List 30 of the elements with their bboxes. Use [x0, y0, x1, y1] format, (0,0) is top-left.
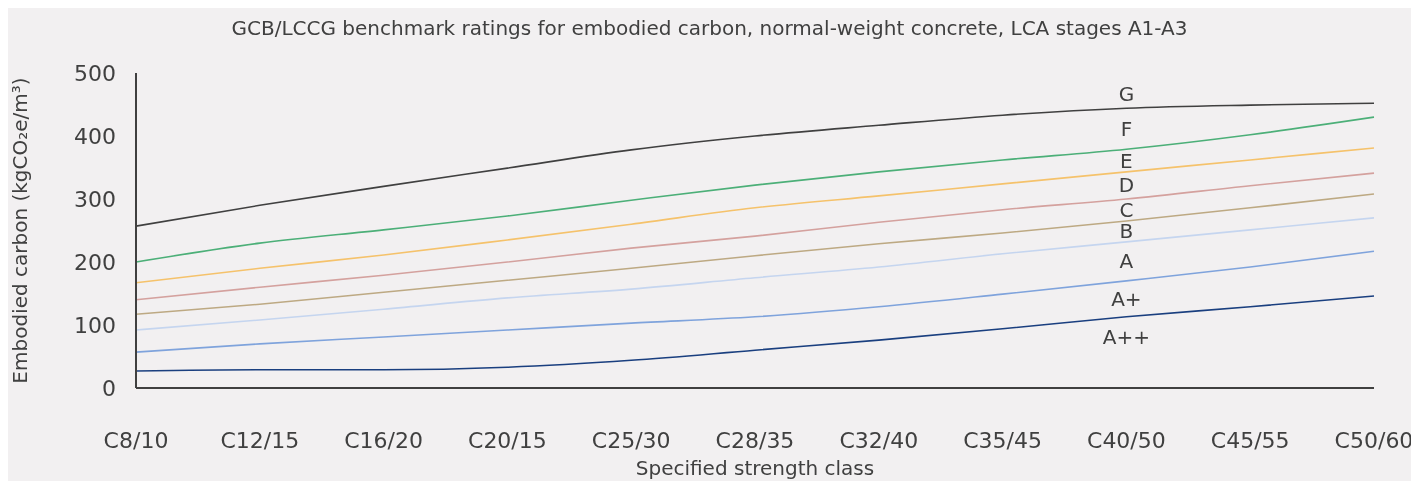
- x-axis-title: Specified strength class: [635, 456, 875, 480]
- x-tick-label: C32/40: [839, 427, 919, 453]
- x-tick-label: C45/55: [1210, 427, 1290, 453]
- x-tick-label: C25/30: [591, 427, 671, 453]
- x-tick-label: C20/15: [468, 427, 547, 453]
- x-tick-label: C35/45: [963, 427, 1042, 453]
- x-tick-label: C28/35: [715, 427, 795, 453]
- annotation: A+: [1111, 286, 1142, 311]
- y-axis-title: Embodied carbon (kgCO₂e/m³): [8, 77, 33, 384]
- annotation: D: [1118, 173, 1135, 198]
- y-tick-label: 400: [74, 123, 116, 149]
- y-tick-label: 0: [102, 375, 116, 401]
- y-tick-label: 100: [74, 312, 116, 338]
- annotation: F: [1120, 116, 1133, 141]
- x-tick-label: C8/10: [103, 427, 169, 453]
- y-tick-label: 500: [74, 60, 116, 86]
- line-series: [135, 217, 1375, 331]
- x-tick-label: C12/15: [220, 427, 300, 453]
- x-tick-label: C16/20: [344, 427, 423, 453]
- y-tick-label: 200: [74, 249, 116, 275]
- annotation: E: [1120, 148, 1133, 173]
- annotation: A: [1119, 249, 1134, 274]
- x-tick-label: C40/50: [1087, 427, 1166, 453]
- chart-title: GCB/LCCG benchmark ratings for embodied carbon, normal-weight concrete, LCA stages A1-A3: [230, 16, 1189, 40]
- y-tick-label: 300: [74, 186, 116, 212]
- line-series: [135, 250, 1375, 353]
- line-series: [135, 147, 1375, 284]
- annotation: G: [1118, 82, 1135, 107]
- line-series: [135, 193, 1375, 316]
- annotation: A++: [1102, 325, 1150, 350]
